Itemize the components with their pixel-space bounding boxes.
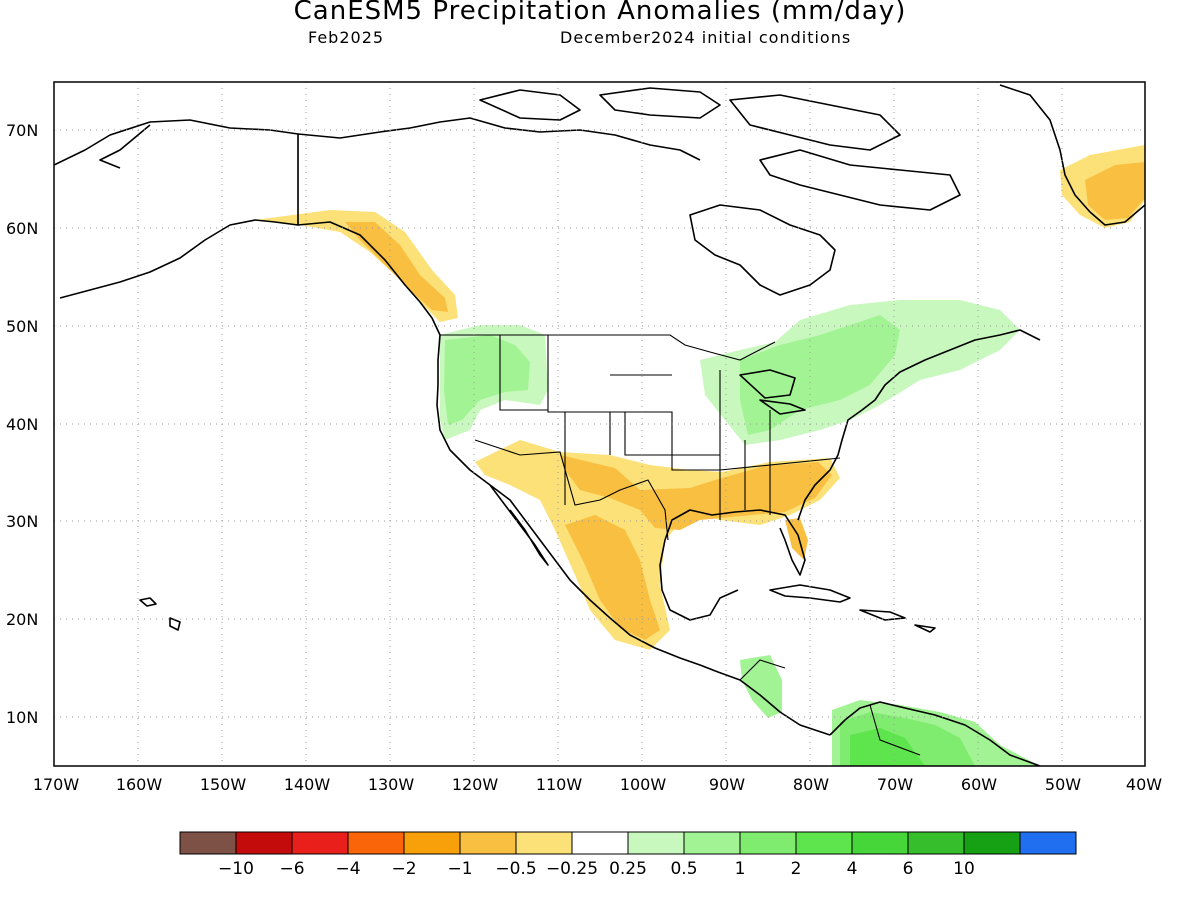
colorbar-swatch [683, 831, 741, 855]
lat-tick-label: 30N [6, 512, 38, 531]
lon-tick-label: 120W [452, 775, 499, 794]
dry-anomaly-alaska-bc-core [345, 222, 448, 312]
colorbar-label: 0.5 [670, 859, 697, 879]
initial-conditions-label: December2024 initial conditions [560, 28, 852, 47]
longitude-axis: 170W 160W 150W 140W 130W 120W 110W 100W … [33, 775, 1162, 794]
lon-tick-label: 80W [793, 775, 829, 794]
map-frame [53, 81, 1146, 767]
colorbar-swatch [1019, 831, 1077, 855]
lon-tick-label: 150W [200, 775, 247, 794]
colorbar-label: 0.25 [609, 859, 647, 879]
lat-tick-label: 20N [6, 610, 38, 629]
lat-lon-grid [54, 82, 1145, 766]
colorbar-label: 10 [953, 859, 975, 879]
colorbar [179, 831, 1077, 855]
colorbar-swatch [403, 831, 461, 855]
lat-tick-label: 40N [6, 415, 38, 434]
colorbar-swatch [907, 831, 965, 855]
colorbar-swatch [851, 831, 909, 855]
dry-anomaly-florida [785, 518, 808, 560]
lon-tick-label: 40W [1126, 775, 1162, 794]
lon-tick-label: 140W [284, 775, 331, 794]
map-title: CanESM5 Precipitation Anomalies (mm/day) [293, 0, 907, 26]
colorbar-swatch [291, 831, 349, 855]
lon-tick-label: 170W [33, 775, 80, 794]
colorbar-swatch [963, 831, 1021, 855]
colorbar-swatch [347, 831, 405, 855]
lon-tick-label: 110W [536, 775, 583, 794]
colorbar-swatch [795, 831, 853, 855]
forecast-month-label: Feb2025 [308, 28, 385, 47]
lon-tick-label: 60W [961, 775, 997, 794]
colorbar-swatch [235, 831, 293, 855]
colorbar-label: −0.5 [495, 859, 536, 879]
lat-tick-label: 50N [6, 317, 38, 336]
colorbar-swatch [515, 831, 573, 855]
colorbar-label: −6 [279, 859, 304, 879]
colorbar-labels: −10 −6 −4 −2 −1 −0.5 −0.25 0.25 0.5 1 2 … [218, 859, 975, 879]
colorbar-swatch [179, 831, 237, 855]
wet-anomaly-south-america-peak [850, 728, 925, 766]
dry-anomaly-alaska-bc [255, 210, 458, 322]
lat-tick-label: 10N [6, 708, 38, 727]
lon-tick-label: 160W [116, 775, 163, 794]
colorbar-label: −2 [391, 859, 416, 879]
wet-anomaly-pacific-northwest-core [444, 335, 530, 425]
political-boundaries [297, 134, 921, 756]
colorbar-label: 6 [903, 859, 914, 879]
colorbar-label: 2 [791, 859, 802, 879]
lon-tick-label: 70W [877, 775, 913, 794]
lon-tick-label: 100W [620, 775, 667, 794]
colorbar-label: −0.25 [546, 859, 598, 879]
coastlines [54, 84, 1145, 766]
colorbar-label: −1 [447, 859, 472, 879]
lat-tick-label: 60N [6, 219, 38, 238]
colorbar-swatch [571, 831, 629, 855]
dry-anomaly-greenland-core [1085, 162, 1145, 220]
colorbar-swatch [627, 831, 685, 855]
lon-tick-label: 90W [709, 775, 745, 794]
lat-tick-label: 70N [6, 121, 38, 140]
colorbar-label: −4 [335, 859, 360, 879]
wet-anomaly-northeast-core [740, 315, 900, 435]
latitude-axis: 10N 20N 30N 40N 50N 60N 70N [6, 121, 38, 727]
dry-anomaly-mexico-core [565, 515, 660, 640]
colorbar-swatch [739, 831, 797, 855]
colorbar-label: 1 [735, 859, 746, 879]
colorbar-label: 4 [847, 859, 858, 879]
lon-tick-label: 130W [368, 775, 415, 794]
wet-anomaly-central-america [740, 655, 782, 718]
lon-tick-label: 50W [1045, 775, 1081, 794]
colorbar-swatch [459, 831, 517, 855]
colorbar-label: −10 [218, 859, 254, 879]
